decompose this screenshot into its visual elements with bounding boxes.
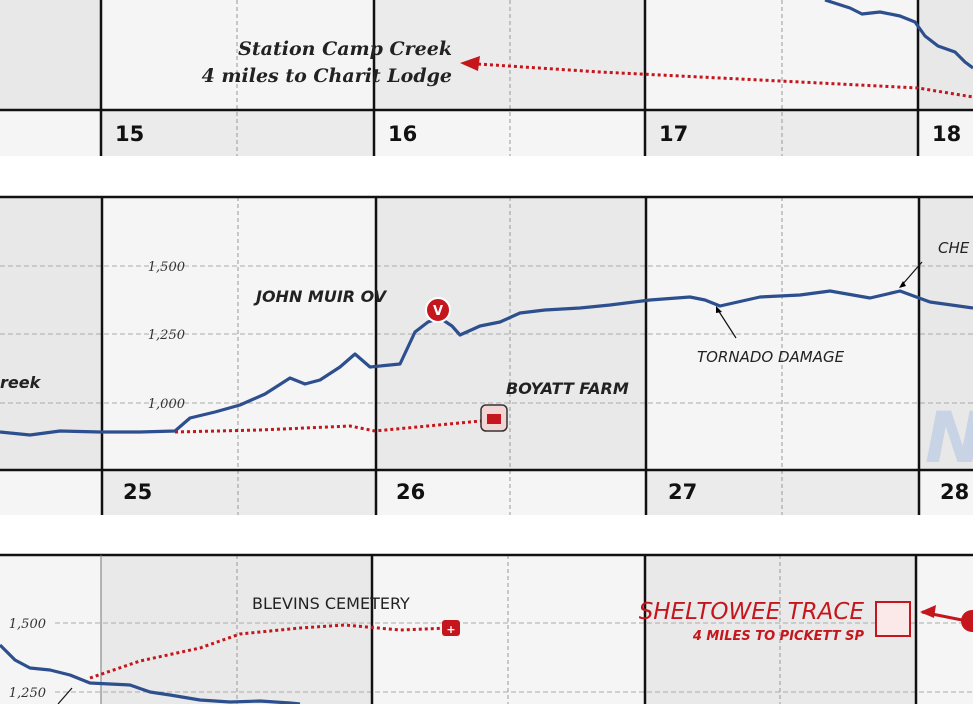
label: 4 miles to Charit Lodge — [202, 65, 452, 87]
marker-label: V — [433, 304, 443, 319]
svg-text:+: + — [446, 623, 455, 636]
elevation-label: 1,250 — [148, 328, 185, 343]
mile-label: 18 — [932, 122, 961, 146]
mile-label: 16 — [388, 122, 417, 146]
elevation-label: 1,500 — [9, 617, 46, 632]
label: 4 MILES TO PICKETT SP — [692, 629, 865, 644]
mile-label: 27 — [668, 480, 697, 504]
mile-label: 28 — [940, 480, 969, 504]
strip-3: 1,500 1,250 + BLEVINS CEMETERY SHELTOWEE… — [0, 553, 973, 704]
mile-label: 26 — [396, 480, 425, 504]
elevation-label: 1,500 — [148, 260, 185, 275]
label: TORNADO DAMAGE — [697, 348, 845, 366]
label: Station Camp Creek — [238, 38, 452, 60]
strip-1: Station Camp Creek 4 miles to Charit Lod… — [0, 0, 973, 156]
svg-text:N: N — [925, 397, 973, 479]
label: BOYATT FARM — [506, 379, 629, 398]
strip-2: N 1,500 1,250 1,000 V reek JOHN MUIR OV … — [0, 195, 973, 515]
elevation-label: 1,250 — [9, 686, 46, 701]
elevation-label: 1,000 — [148, 397, 185, 412]
mile-label: 17 — [659, 122, 688, 146]
label: CHE — [938, 239, 970, 257]
mile-label: 15 — [115, 122, 144, 146]
label: SHELTOWEE TRACE — [639, 599, 865, 625]
label: reek — [0, 373, 42, 392]
label: BLEVINS CEMETERY — [252, 594, 410, 613]
mile-label: 25 — [123, 480, 152, 504]
label: JOHN MUIR OV — [253, 287, 388, 306]
